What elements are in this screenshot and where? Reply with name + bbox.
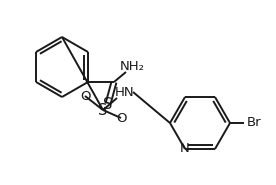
Text: NH₂: NH₂ bbox=[120, 60, 144, 73]
Text: HN: HN bbox=[115, 85, 135, 98]
Text: O: O bbox=[80, 90, 90, 102]
Text: Br: Br bbox=[247, 117, 261, 130]
Text: S: S bbox=[98, 102, 108, 117]
Text: O: O bbox=[116, 112, 126, 125]
Text: N: N bbox=[180, 142, 190, 155]
Text: S: S bbox=[103, 97, 113, 112]
